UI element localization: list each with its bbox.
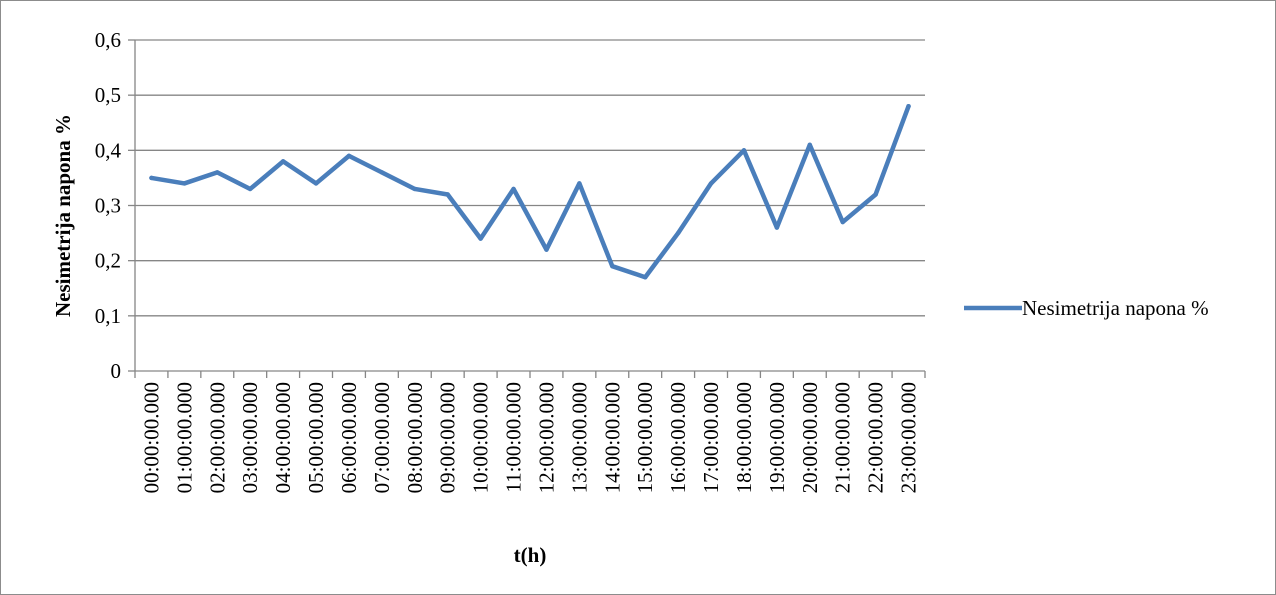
gridlines: [135, 39, 925, 317]
data-point: [675, 230, 681, 236]
x-tick-label: 06:00:00.000: [337, 382, 361, 493]
x-tick-label: 16:00:00.000: [666, 382, 690, 493]
data-point: [182, 181, 187, 186]
x-tick-label: 14:00:00.000: [600, 382, 624, 493]
data-point: [248, 186, 253, 192]
x-tick-label: 04:00:00.000: [271, 382, 295, 493]
x-tick-label: 07:00:00.000: [370, 382, 394, 493]
x-tick-label: 09:00:00.000: [436, 382, 460, 493]
x-tick-label: 05:00:00.000: [304, 382, 328, 493]
axes: [128, 39, 926, 378]
x-tick-label: 21:00:00.000: [831, 382, 855, 493]
y-tick-label: 0,4: [95, 138, 122, 162]
y-tick-label: 0,6: [95, 28, 121, 52]
x-tick-label: 02:00:00.000: [205, 382, 229, 493]
data-point: [741, 148, 747, 153]
x-tick-label: 13:00:00.000: [567, 382, 591, 493]
data-point: [873, 192, 878, 197]
data-point: [643, 275, 648, 280]
x-tick-label: 08:00:00.000: [403, 382, 427, 493]
x-tick-label: 23:00:00.000: [897, 382, 921, 493]
legend: Nesimetrija napona %: [964, 296, 1209, 320]
x-tick-label: 18:00:00.000: [732, 382, 756, 493]
y-tick-label: 0,1: [95, 304, 121, 328]
data-point: [313, 181, 319, 186]
x-tick-label: 11:00:00.000: [502, 382, 526, 493]
y-tick-label: 0,5: [95, 83, 121, 107]
data-point: [412, 186, 417, 192]
data-point: [445, 192, 450, 197]
y-tick-label: 0,2: [95, 249, 121, 273]
data-point: [280, 159, 286, 164]
x-tick-labels: 00:00:00.000 01:00:00.000 02:00:00.000 03:0…: [139, 382, 920, 493]
x-tick-label: 12:00:00.000: [534, 382, 558, 493]
x-tick-label: 20:00:00.000: [798, 382, 822, 493]
y-tick-label: 0: [111, 359, 122, 383]
x-tick-label: 22:00:00.000: [864, 382, 888, 493]
data-point: [478, 236, 483, 241]
x-tick-label: 19:00:00.000: [765, 382, 789, 493]
data-point: [379, 170, 385, 175]
data-point: [708, 181, 714, 186]
data-point: [215, 170, 220, 175]
data-point: [840, 219, 845, 225]
data-point: [511, 186, 516, 192]
x-tick-label: 03:00:00.000: [238, 382, 262, 493]
data-point: [610, 263, 615, 269]
y-tick-label: 0,3: [95, 194, 121, 218]
x-tick-label: 17:00:00.000: [699, 382, 723, 493]
data-point: [807, 142, 812, 148]
series: [149, 103, 911, 280]
series-line: [149, 103, 911, 280]
legend-label: Nesimetrija napona %: [1022, 296, 1209, 320]
x-axis-title: t(h): [514, 543, 547, 567]
data-point: [544, 247, 549, 252]
data-point: [149, 175, 154, 181]
y-tick-labels: 0 0,1 0,2 0,3 0,4 0,5 0,6: [95, 28, 122, 383]
x-tick-label: 15:00:00.000: [633, 382, 657, 493]
data-point: [906, 104, 911, 109]
x-tick-label: 01:00:00.000: [172, 382, 196, 493]
x-tick-label: 00:00:00.000: [139, 382, 163, 493]
data-point: [346, 153, 352, 159]
y-axis-title: Nesimetrija napona %: [51, 114, 75, 317]
data-point: [577, 181, 582, 186]
x-tick-label: 10:00:00.000: [469, 382, 493, 493]
data-point: [774, 225, 780, 230]
